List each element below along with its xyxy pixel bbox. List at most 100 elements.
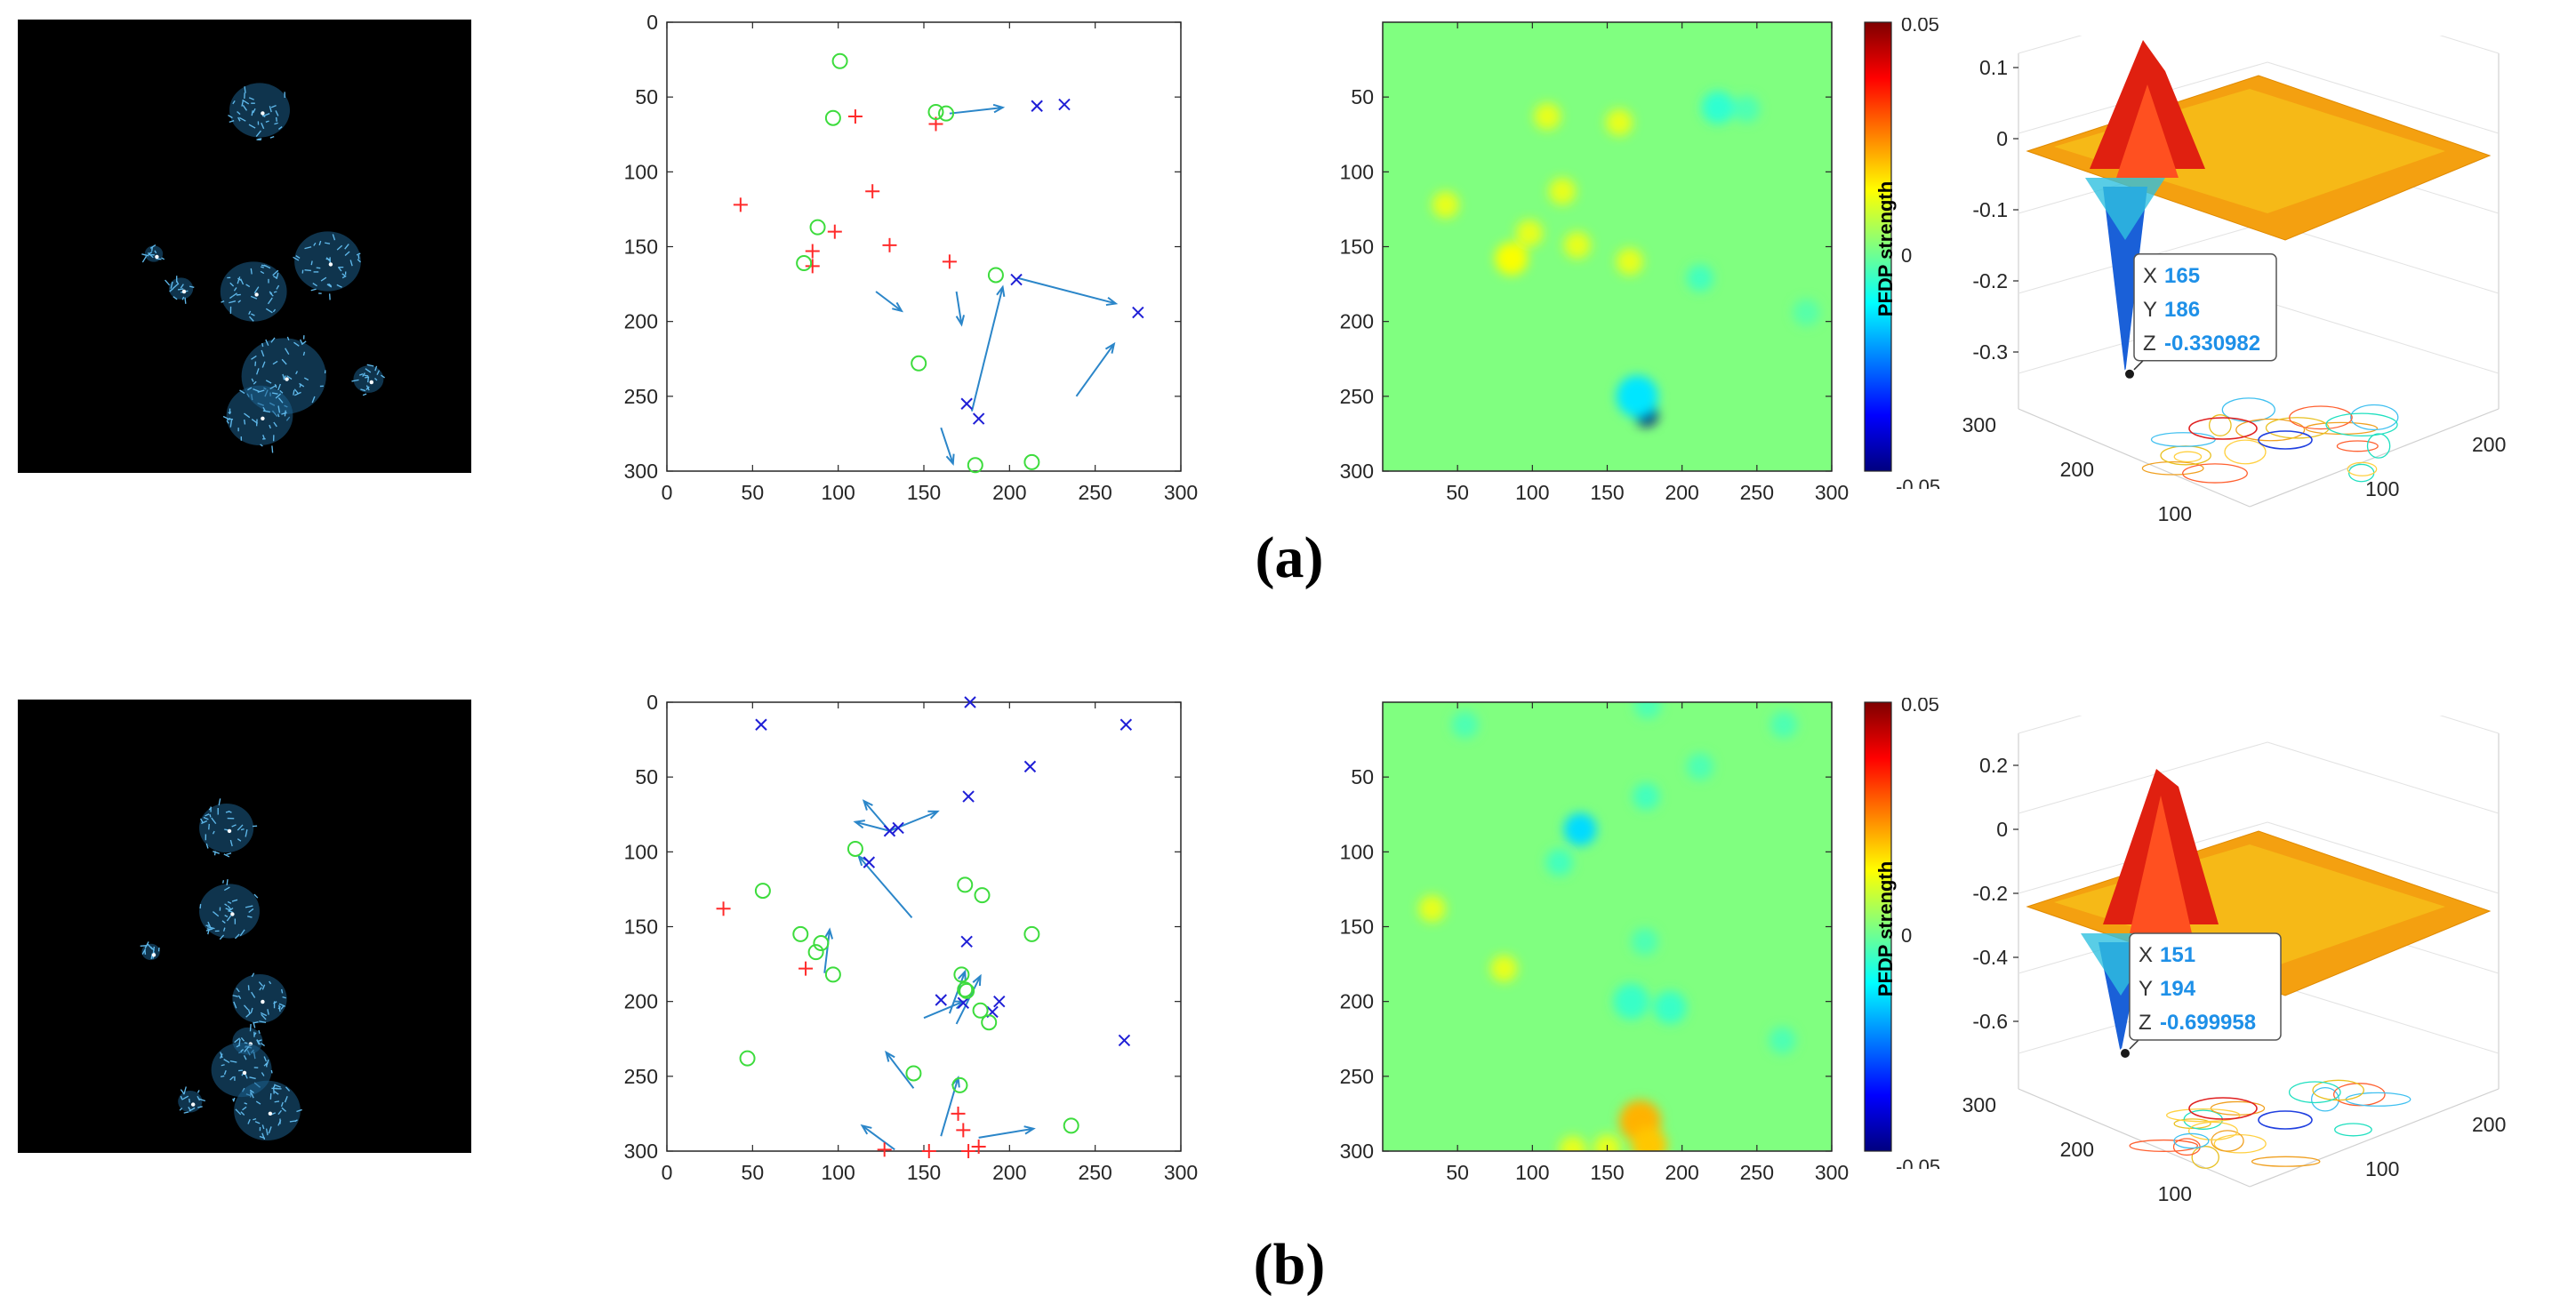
flow-vector	[229, 295, 234, 300]
y-tick-label: 200	[624, 310, 658, 333]
base-contour	[2258, 430, 2313, 450]
neutral-marker	[911, 355, 927, 372]
x-tick-label: 100	[821, 481, 855, 504]
neutral-marker	[813, 935, 830, 952]
base-contour	[2187, 1121, 2238, 1140]
flow-vector	[200, 818, 204, 824]
negative-marker	[960, 397, 973, 410]
flow-vector	[245, 905, 253, 908]
flow-vector	[269, 292, 274, 297]
flow-vector	[269, 106, 272, 113]
x-tick-label: 200	[992, 481, 1026, 504]
flow-vector	[197, 1095, 201, 1101]
flow-vector	[293, 341, 300, 347]
flow-vector	[358, 372, 364, 376]
flow-vector	[208, 823, 210, 830]
displacement-arrow	[1017, 276, 1119, 307]
base-contour	[2191, 1146, 2219, 1169]
y-tick-label: 100	[1340, 160, 1374, 183]
figure-row-a: 0 50 100 150 200 250 300 0 50 100 150 200 250 300 50…	[0, 0, 2576, 604]
base-contour	[2334, 1123, 2372, 1137]
datatip-z-label: Z	[2139, 1011, 2152, 1035]
y-tick-label: 50	[635, 85, 658, 108]
base-contour	[2251, 1156, 2321, 1167]
flow-vector	[221, 300, 225, 303]
base-contour	[2129, 1139, 2199, 1152]
z-tick-label: -0.4	[1972, 946, 2008, 969]
neutral-marker	[967, 457, 983, 474]
neutral-marker	[1023, 453, 1040, 470]
flow-vector	[213, 851, 216, 856]
z-tick-label: -0.3	[1972, 340, 2008, 364]
flow-vector	[269, 424, 271, 429]
datatip-marker[interactable]	[2123, 367, 2136, 380]
flow-vector	[273, 276, 277, 279]
flow-vector	[276, 272, 279, 280]
datatip-z-value: -0.330982	[2164, 332, 2260, 356]
flow-vector	[249, 1076, 256, 1080]
flow-vector	[320, 276, 327, 282]
neutral-marker	[987, 267, 1004, 284]
displacement-arrow	[923, 1000, 966, 1020]
positive-marker	[798, 961, 814, 976]
y-tick-label: 200	[624, 990, 658, 1013]
datatip-marker[interactable]	[2119, 1046, 2131, 1060]
flow-center-dot	[181, 289, 187, 294]
datatip-x-label: X	[2139, 943, 2153, 967]
flow-vector	[344, 244, 349, 250]
flow-vector	[261, 361, 266, 368]
datatip-y-value: 186	[2164, 298, 2200, 322]
flow-vector	[341, 275, 347, 279]
x-tick-label: 200	[992, 1161, 1026, 1184]
colorbar-zero-label: 0	[1901, 244, 1912, 267]
flow-vector	[360, 388, 366, 392]
flow-vector	[251, 972, 255, 978]
flow-vector	[272, 308, 277, 313]
base-tick-label: 100	[2158, 1182, 2192, 1205]
flow-vector	[267, 1009, 269, 1015]
datatip[interactable]: X 151 Y 194 Z -0.699958	[2119, 932, 2282, 1060]
x-tick-label: 50	[1446, 481, 1469, 504]
flow-vector	[240, 828, 245, 831]
flow-vector	[224, 903, 228, 907]
flow-vector	[244, 412, 251, 419]
flow-vector	[237, 111, 241, 116]
x-tick-label: 100	[1515, 1161, 1549, 1184]
datatip[interactable]: X 165 Y 186 Z -0.330982	[2123, 253, 2277, 380]
flow-vector	[282, 373, 285, 380]
flow-vector	[240, 1037, 245, 1042]
y-tick-label: 50	[1351, 85, 1374, 108]
flow-vector	[183, 1086, 187, 1094]
displacement-arrow	[1075, 341, 1116, 397]
flow-vector	[248, 97, 254, 100]
neutral-marker	[1023, 925, 1040, 942]
flow-vector	[221, 920, 226, 924]
flow-vector	[237, 995, 242, 999]
flow-vector	[301, 340, 307, 345]
flow-vector	[261, 115, 266, 118]
positive-marker	[805, 244, 820, 259]
flow-vector	[325, 242, 331, 244]
colorbar-title: PFDP strength	[1874, 181, 1897, 316]
displacement-arrow	[955, 973, 982, 1025]
negative-marker	[1010, 273, 1023, 286]
flow-vector	[253, 286, 260, 294]
flow-vector	[366, 364, 374, 367]
flow-vector	[373, 377, 378, 381]
flow-vector	[212, 911, 220, 917]
flow-vector	[181, 1095, 189, 1100]
flow-vector	[364, 374, 369, 377]
datatip-x-value: 151	[2160, 943, 2195, 967]
flow-vector	[184, 297, 187, 304]
y-tick-label: 150	[1340, 236, 1374, 259]
displacement-arrow	[857, 854, 913, 919]
neutral-marker	[927, 104, 944, 120]
flow-vector	[237, 300, 242, 303]
flow-vector	[179, 1108, 183, 1111]
flow-vector	[265, 308, 273, 314]
flow-vector	[299, 383, 302, 388]
pfdp-spot	[1593, 1134, 1621, 1151]
flow-vector	[232, 100, 236, 105]
flow-vector	[263, 1061, 269, 1067]
scatter-plot-area	[666, 21, 1182, 472]
